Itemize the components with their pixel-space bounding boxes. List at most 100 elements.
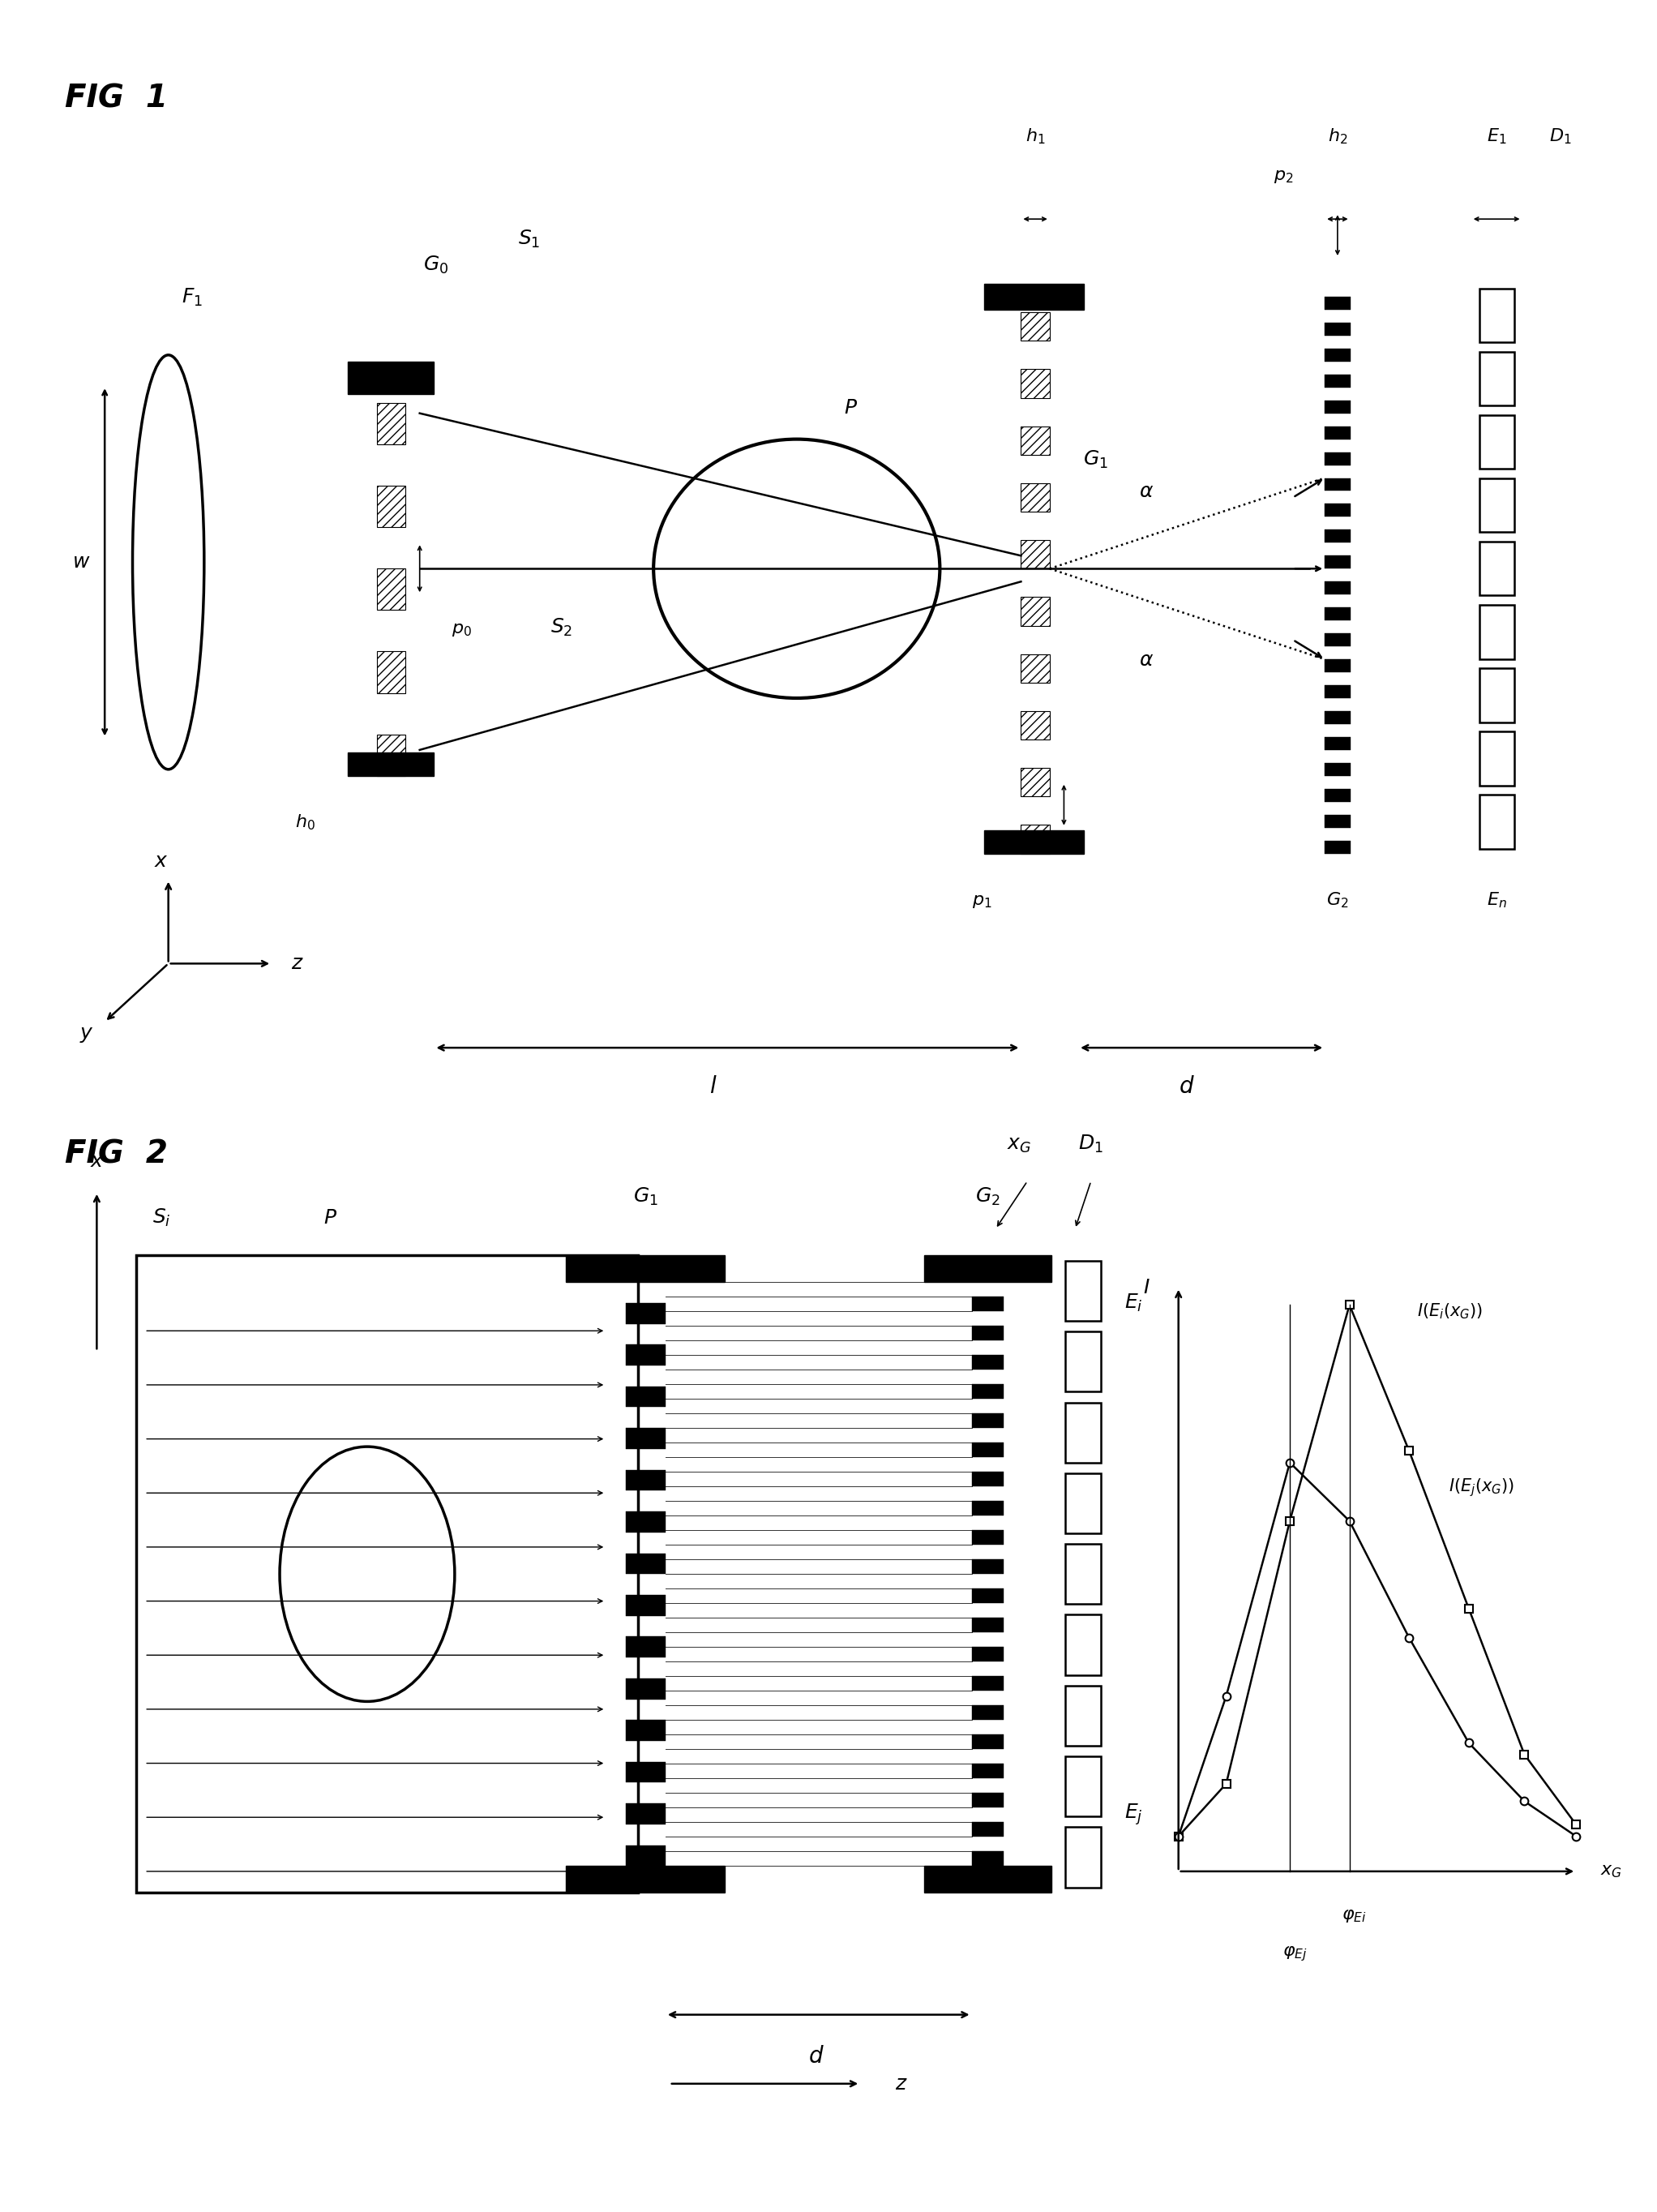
Bar bbox=[971, 1356, 1004, 1369]
Bar bbox=[971, 1677, 1004, 1690]
Text: FIG  1: FIG 1 bbox=[65, 84, 167, 113]
Bar bbox=[626, 1721, 666, 1741]
Bar bbox=[1065, 1615, 1100, 1674]
Bar bbox=[626, 1511, 666, 1533]
Bar bbox=[626, 1429, 666, 1449]
Bar bbox=[626, 1637, 666, 1657]
Bar bbox=[626, 1387, 666, 1407]
Text: y: y bbox=[80, 1024, 91, 1042]
Bar bbox=[376, 403, 406, 445]
Text: P: P bbox=[845, 398, 857, 418]
Bar bbox=[1065, 1261, 1100, 1321]
Bar bbox=[971, 1471, 1004, 1486]
Bar bbox=[1065, 1402, 1100, 1462]
Text: $\varphi_{Ej}$: $\varphi_{Ej}$ bbox=[1283, 1944, 1307, 1964]
Bar bbox=[1326, 296, 1350, 310]
Text: FIG  2: FIG 2 bbox=[65, 1139, 167, 1170]
Bar bbox=[1021, 710, 1049, 739]
Bar bbox=[1021, 655, 1049, 684]
Bar bbox=[1480, 668, 1514, 721]
Bar bbox=[971, 1442, 1004, 1458]
Bar bbox=[1326, 478, 1350, 491]
Bar bbox=[971, 1296, 1004, 1312]
Bar bbox=[1326, 349, 1350, 361]
Bar bbox=[971, 1794, 1004, 1807]
Bar bbox=[1480, 416, 1514, 469]
Bar bbox=[971, 1705, 1004, 1721]
Text: z: z bbox=[895, 2075, 905, 2093]
Bar bbox=[348, 752, 434, 776]
Bar bbox=[1326, 814, 1350, 827]
Bar bbox=[1021, 597, 1049, 626]
Text: $D_1$: $D_1$ bbox=[1549, 126, 1571, 146]
Text: $G_2$: $G_2$ bbox=[1326, 891, 1349, 909]
Text: $S_2$: $S_2$ bbox=[550, 617, 572, 639]
Bar bbox=[1326, 504, 1350, 518]
Text: $E_i$: $E_i$ bbox=[1125, 1292, 1143, 1314]
Text: x: x bbox=[154, 852, 166, 872]
Bar bbox=[626, 1845, 666, 1867]
Bar bbox=[1326, 582, 1350, 595]
Text: $d$: $d$ bbox=[1178, 1075, 1195, 1097]
Bar bbox=[1021, 825, 1049, 854]
Text: $p_2$: $p_2$ bbox=[1274, 168, 1294, 186]
Bar bbox=[376, 568, 406, 611]
Bar bbox=[567, 1256, 726, 1283]
Bar bbox=[984, 830, 1084, 854]
Text: $x_G$: $x_G$ bbox=[1007, 1135, 1032, 1155]
Bar bbox=[1021, 427, 1049, 456]
Bar bbox=[1326, 374, 1350, 387]
Text: $h_0$: $h_0$ bbox=[295, 814, 315, 832]
Text: $G_0$: $G_0$ bbox=[423, 254, 449, 276]
Bar bbox=[1326, 790, 1350, 801]
Text: $S_i$: $S_i$ bbox=[152, 1208, 171, 1228]
Bar bbox=[1326, 427, 1350, 440]
Bar bbox=[1065, 1473, 1100, 1533]
Bar bbox=[1021, 482, 1049, 511]
Bar bbox=[1021, 768, 1049, 796]
Text: $G_2$: $G_2$ bbox=[974, 1186, 1001, 1208]
Bar bbox=[971, 1823, 1004, 1836]
Bar bbox=[971, 1413, 1004, 1429]
Text: x: x bbox=[91, 1150, 103, 1170]
Bar bbox=[626, 1679, 666, 1699]
Bar bbox=[1326, 737, 1350, 750]
Text: P: P bbox=[323, 1208, 336, 1228]
Text: $G_1$: $G_1$ bbox=[1084, 449, 1109, 471]
Bar bbox=[1480, 288, 1514, 343]
Text: $h_2$: $h_2$ bbox=[1327, 126, 1347, 146]
Text: $G_1$: $G_1$ bbox=[633, 1186, 658, 1208]
Text: $\varphi_{Ei}$: $\varphi_{Ei}$ bbox=[1342, 1907, 1367, 1924]
Bar bbox=[1326, 555, 1350, 568]
Bar bbox=[1326, 659, 1350, 672]
Bar bbox=[971, 1851, 1004, 1867]
Text: $d$: $d$ bbox=[809, 2044, 825, 2068]
Bar bbox=[1480, 732, 1514, 785]
Bar bbox=[626, 1303, 666, 1323]
Bar bbox=[925, 1256, 1051, 1283]
Text: $\alpha$: $\alpha$ bbox=[1138, 650, 1153, 670]
Text: $I$: $I$ bbox=[1143, 1279, 1150, 1296]
Text: z: z bbox=[292, 953, 302, 973]
Bar bbox=[971, 1531, 1004, 1544]
Bar bbox=[626, 1761, 666, 1783]
Bar bbox=[1021, 540, 1049, 568]
Text: $D_1$: $D_1$ bbox=[1079, 1133, 1104, 1155]
Text: w: w bbox=[73, 553, 89, 573]
Text: $h_1$: $h_1$ bbox=[1026, 126, 1046, 146]
Bar bbox=[136, 1256, 638, 1893]
Bar bbox=[1065, 1332, 1100, 1391]
Bar bbox=[626, 1469, 666, 1491]
Bar bbox=[376, 653, 406, 692]
Text: $p_1$: $p_1$ bbox=[971, 894, 991, 909]
Bar bbox=[626, 1345, 666, 1365]
Bar bbox=[1065, 1686, 1100, 1745]
Text: $I(E_j(x_G))$: $I(E_j(x_G))$ bbox=[1448, 1478, 1514, 1500]
Bar bbox=[626, 1553, 666, 1575]
Bar bbox=[376, 487, 406, 526]
Text: $I(E_i(x_G))$: $I(E_i(x_G))$ bbox=[1417, 1303, 1483, 1321]
Text: $p_0$: $p_0$ bbox=[451, 622, 472, 639]
Bar bbox=[1326, 451, 1350, 465]
Ellipse shape bbox=[653, 440, 940, 699]
Ellipse shape bbox=[133, 354, 204, 770]
